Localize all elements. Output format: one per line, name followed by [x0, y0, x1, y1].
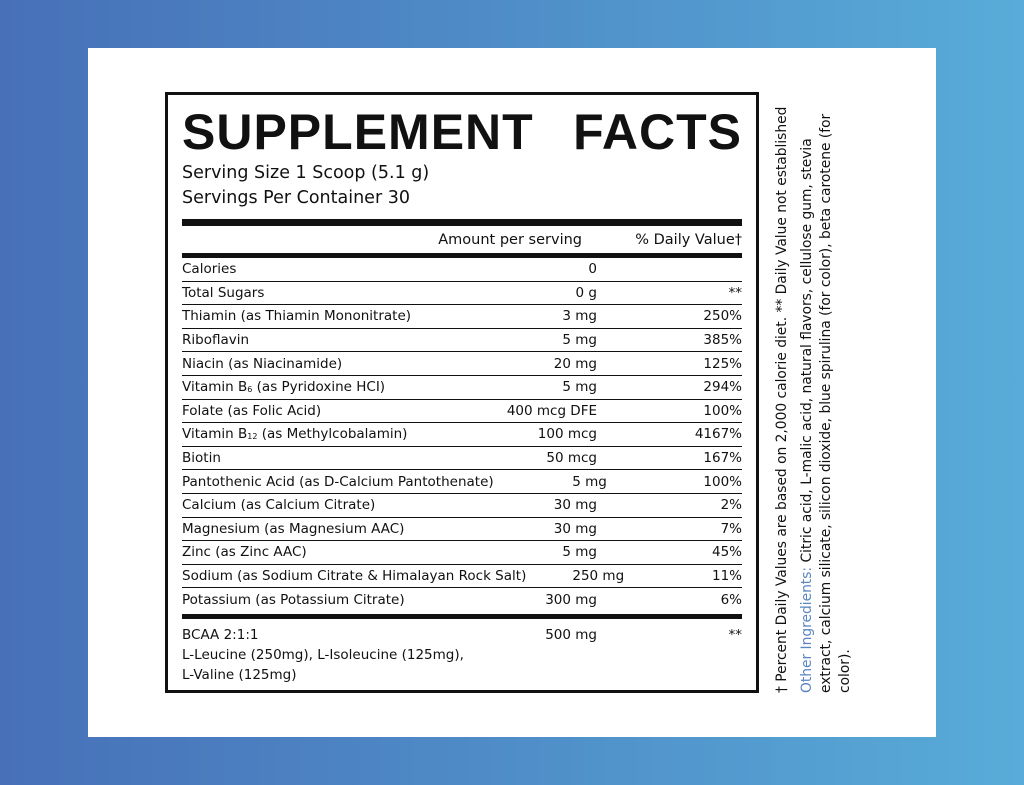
- nutrient-dv: **: [728, 284, 743, 301]
- nutrient-row: Zinc (as Zinc AAC) 5 mg 45%: [182, 541, 742, 565]
- nutrient-amount: 250 mg: [572, 568, 625, 585]
- nutrient-dv: 45%: [711, 544, 742, 561]
- nutrient-row: Potassium (as Potassium Citrate) 300 mg 6%: [182, 588, 742, 612]
- nutrient-name: Total Sugars: [182, 284, 265, 301]
- nutrient-name: Vitamin B6 (as Pyridoxine HCI): [182, 379, 386, 396]
- nutrient-rows: Calories 0 Total Sugars 0 g ** Thiamin (as Th…: [182, 258, 742, 612]
- bcaa-dv: **: [728, 626, 743, 643]
- dv-header: % Daily Value†: [635, 231, 742, 248]
- nutrient-name: Thiamin (as Thiamin Mononitrate): [182, 308, 412, 325]
- nutrient-amount: 5 mg: [562, 544, 597, 561]
- bcaa-detail-2: L-Valine (125mg): [182, 666, 297, 683]
- nutrient-amount: 400 mcg DFE: [506, 402, 597, 419]
- nutrient-dv: 167%: [703, 450, 742, 467]
- other-ingredients-label: Other Ingredients:: [799, 566, 815, 693]
- nutrient-dv: 125%: [703, 355, 742, 372]
- footnote: † Percent Daily Values are based on 2,00…: [774, 106, 790, 693]
- nutrient-amount: 300 mg: [545, 592, 597, 609]
- bcaa-detail: L-Leucine (250mg), L-Isoleucine (125mg),: [182, 646, 464, 663]
- nutrient-amount: 50 mcg: [546, 450, 597, 467]
- nutrient-name: Vitamin B12 (as Methylcobalamin): [182, 426, 408, 443]
- nutrient-row: Total Sugars 0 g **: [182, 282, 742, 306]
- nutrient-amount: 30 mg: [553, 497, 597, 514]
- bcaa-row: BCAA 2:1:1 L-Leucine (250mg), L-Isoleuci…: [182, 625, 742, 685]
- other-ingredients: Other Ingredients: Citric acid, L-malic …: [798, 93, 855, 693]
- divider-thick: [182, 219, 742, 226]
- nutrient-row: Pantothenic Acid (as D-Calcium Pantothen…: [182, 470, 742, 494]
- nutrient-dv: 2%: [720, 497, 742, 514]
- nutrient-amount: 0 g: [575, 284, 597, 301]
- nutrient-name: Calcium (as Calcium Citrate): [182, 497, 376, 514]
- nutrient-name: Magnesium (as Magnesium AAC): [182, 520, 405, 537]
- nutrient-dv: 6%: [720, 592, 742, 609]
- nutrient-amount: 30 mg: [553, 520, 597, 537]
- nutrient-row: Calories 0: [182, 258, 742, 282]
- nutrient-name: Zinc (as Zinc AAC): [182, 544, 307, 561]
- nutrient-amount: 5 mg: [562, 332, 597, 349]
- nutrient-dv: 4167%: [694, 426, 742, 443]
- nutrient-amount: 20 mg: [553, 355, 597, 372]
- nutrient-dv: 250%: [703, 308, 742, 325]
- nutrient-dv: 294%: [703, 379, 742, 396]
- title-left: SUPPLEMENT: [182, 104, 534, 160]
- nutrient-row: Sodium (as Sodium Citrate & Himalayan Ro…: [182, 565, 742, 589]
- nutrient-amount: 0: [588, 261, 597, 278]
- nutrient-name: Pantothenic Acid (as D-Calcium Pantothen…: [182, 473, 494, 490]
- nutrient-row: Magnesium (as Magnesium AAC) 30 mg 7%: [182, 518, 742, 542]
- nutrient-dv: 11%: [711, 568, 742, 585]
- nutrient-row: Vitamin B6 (as Pyridoxine HCI) 5 mg 294%: [182, 376, 742, 400]
- servings-per-container: Servings Per Container 30: [182, 188, 410, 208]
- nutrient-name: Niacin (as Niacinamide): [182, 355, 343, 372]
- amount-header: Amount per serving: [438, 231, 582, 248]
- nutrient-row: Niacin (as Niacinamide) 20 mg 125%: [182, 352, 742, 376]
- label-title: SUPPLEMENT FACTS: [182, 103, 742, 161]
- nutrient-name: Riboflavin: [182, 332, 250, 349]
- title-right: FACTS: [573, 104, 742, 160]
- nutrient-dv: 385%: [703, 332, 742, 349]
- nutrient-dv: 100%: [703, 473, 742, 490]
- nutrient-dv: 100%: [703, 402, 742, 419]
- divider-thick: [182, 253, 742, 258]
- divider-thick: [182, 613, 742, 619]
- nutrient-name: Potassium (as Potassium Citrate): [182, 592, 405, 609]
- nutrient-amount: 5 mg: [562, 379, 597, 396]
- nutrient-name: Calories: [182, 261, 237, 278]
- nutrient-row: Folate (as Folic Acid) 400 mcg DFE 100%: [182, 400, 742, 424]
- nutrient-amount: 3 mg: [562, 308, 597, 325]
- supplement-facts-label: SUPPLEMENT FACTS Serving Size 1 Scoop (5…: [165, 92, 759, 693]
- nutrient-row: Thiamin (as Thiamin Mononitrate) 3 mg 250%: [182, 305, 742, 329]
- nutrient-row: Calcium (as Calcium Citrate) 30 mg 2%: [182, 494, 742, 518]
- nutrient-amount: 100 mcg: [537, 426, 597, 443]
- nutrient-name: Sodium (as Sodium Citrate & Himalayan Ro…: [182, 568, 527, 585]
- nutrient-row: Biotin 50 mcg 167%: [182, 447, 742, 471]
- nutrient-name: Biotin: [182, 450, 221, 467]
- bcaa-name: BCAA 2:1:1: [182, 626, 259, 643]
- nutrient-dv: 7%: [720, 520, 742, 537]
- nutrient-amount: 5 mg: [572, 473, 607, 490]
- label-panel: [88, 48, 936, 737]
- nutrient-row: Vitamin B12 (as Methylcobalamin) 100 mcg 4…: [182, 423, 742, 447]
- column-header: Amount per serving % Daily Value†: [182, 226, 742, 253]
- nutrient-name: Folate (as Folic Acid): [182, 402, 322, 419]
- nutrient-row: Riboflavin 5 mg 385%: [182, 329, 742, 353]
- serving-size: Serving Size 1 Scoop (5.1 g): [182, 163, 430, 183]
- side-notes: † Percent Daily Values are based on 2,00…: [773, 93, 861, 693]
- bcaa-amount: 500 mg: [545, 626, 597, 643]
